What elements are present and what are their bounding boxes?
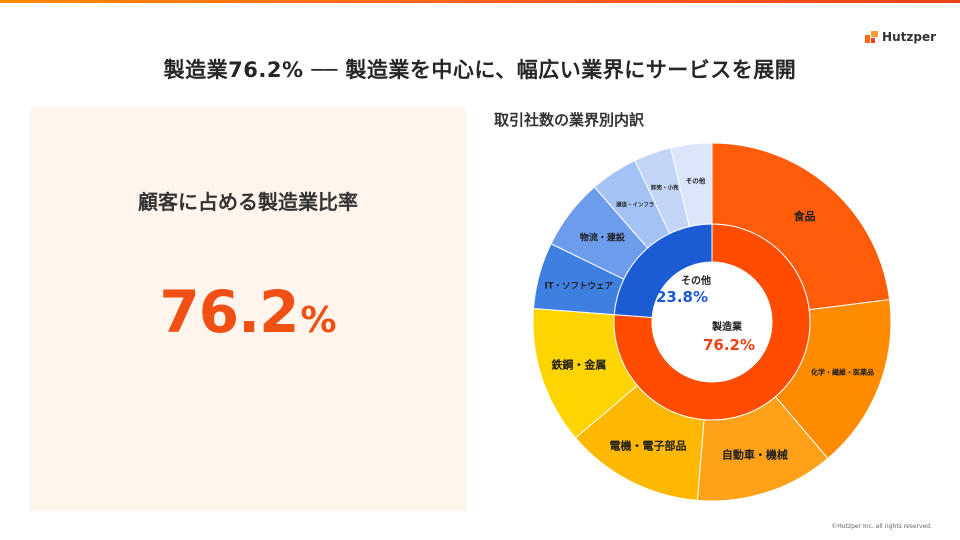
outer-label-4: 鉄鋼・金属: [551, 357, 606, 371]
brand-logo: Hutzper: [865, 30, 936, 44]
outer-ring: [532, 142, 892, 502]
inner-ring: [613, 223, 811, 421]
outer-label-1: 化学・繊維・医薬品: [811, 368, 874, 377]
chart-title: 取引社数の業界別内訳: [494, 111, 645, 129]
brand-name: Hutzper: [882, 30, 936, 44]
ratio-unit: %: [300, 300, 337, 341]
outer-label-3: 電機・電子部品: [610, 439, 687, 453]
outer-label-9: その他: [686, 176, 706, 185]
manufacturing-ratio-label: 顧客に占める製造業比率: [138, 190, 358, 214]
donut-center: [652, 262, 772, 382]
manufacturing-ratio-panel: [30, 107, 466, 511]
outer-label-2: 自動車・機械: [722, 447, 788, 461]
outer-label-8: 卸売・小売: [651, 184, 679, 192]
center-value-1: 23.8%: [656, 288, 708, 306]
manufacturing-ratio-value: 76.2%: [30, 278, 466, 346]
ratio-number: 76.2: [159, 278, 299, 346]
outer-label-7: 通信・インフラ: [616, 200, 654, 208]
center-label-1: その他: [681, 274, 711, 287]
slide-title: 製造業76.2% ── 製造業を中心に、幅広い業界にサービスを展開: [163, 58, 797, 82]
top-accent-bar: [0, 0, 960, 3]
copyright: ©Hutzper Inc. all rights reserved.: [831, 523, 932, 530]
center-label-0: 製造業: [711, 320, 743, 333]
center-value-0: 76.2%: [703, 336, 755, 354]
hutzper-logo-icon: [865, 31, 879, 43]
outer-label-0: 食品: [794, 209, 816, 223]
outer-label-6: 物流・建設: [580, 232, 626, 244]
outer-label-5: IT・ソフトウェア: [545, 282, 614, 292]
